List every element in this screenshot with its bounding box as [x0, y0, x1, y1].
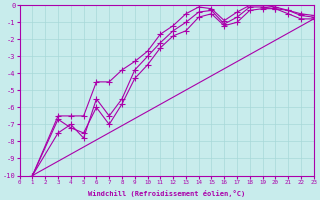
- X-axis label: Windchill (Refroidissement éolien,°C): Windchill (Refroidissement éolien,°C): [88, 190, 245, 197]
